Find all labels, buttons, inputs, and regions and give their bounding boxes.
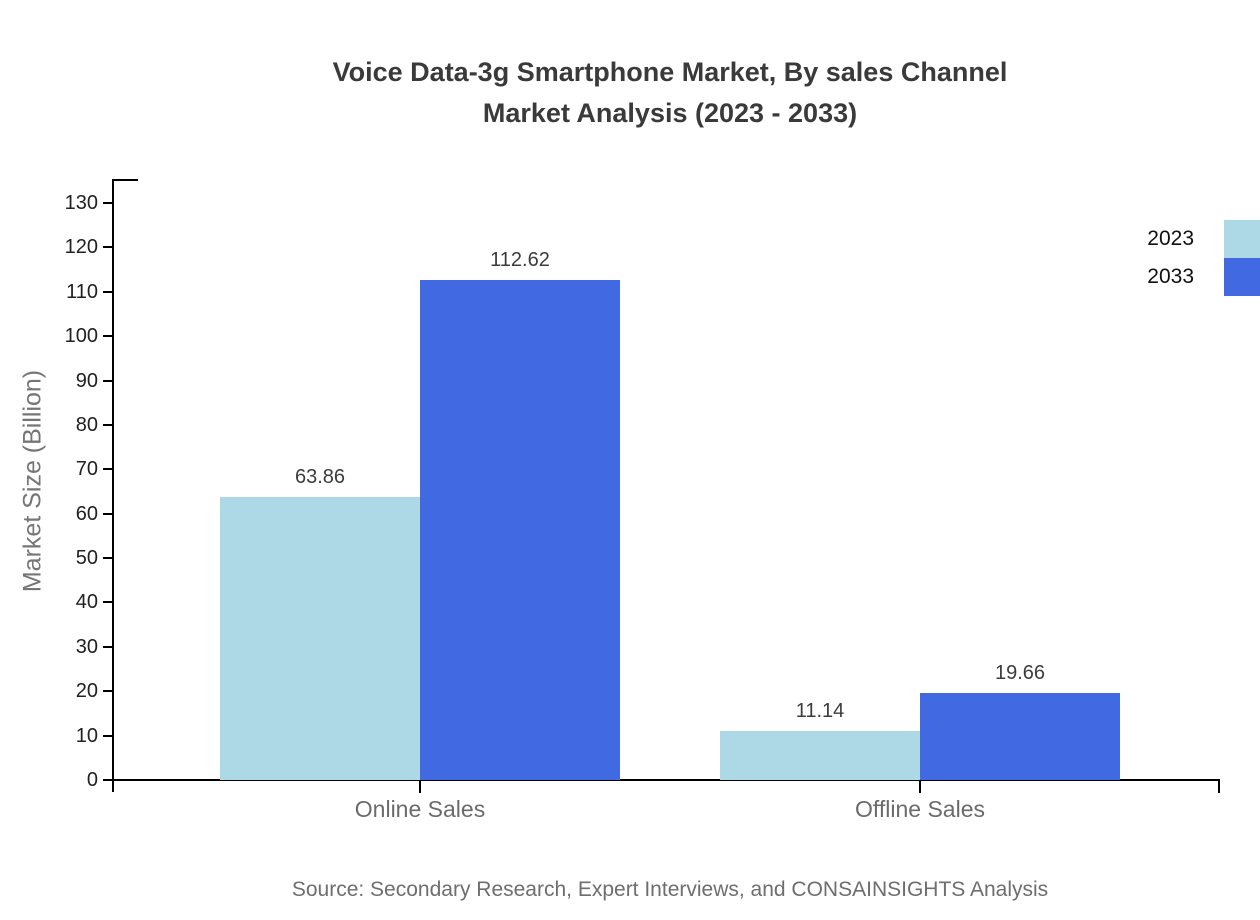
chart-title-line2: Market Analysis (2023 - 2033) xyxy=(482,98,858,128)
source-text: Source: Secondary Research, Expert Inter… xyxy=(291,878,1049,901)
y-tick-mark xyxy=(103,468,113,471)
y-tick-mark xyxy=(103,557,113,560)
bar-2023-offline-sales xyxy=(720,730,920,780)
y-tick-mark xyxy=(103,779,113,781)
x-axis-right-outer-tick xyxy=(1218,779,1220,793)
x-category-label: Online Sales xyxy=(354,796,486,822)
bar-value-label: 11.14 xyxy=(795,699,845,722)
y-axis-line xyxy=(112,180,114,792)
chart-title-line1: Voice Data-3g Smartphone Market, By sale… xyxy=(332,57,1008,87)
chart-title: Voice Data-3g Smartphone Market, By sale… xyxy=(80,52,1260,134)
y-tick-mark xyxy=(103,335,113,338)
y-tick-label: 100 xyxy=(64,325,98,348)
y-tick-mark xyxy=(103,246,113,249)
bar-value-label: 63.86 xyxy=(294,465,346,488)
x-tick-mark xyxy=(919,780,921,793)
y-tick-label: 30 xyxy=(75,635,98,658)
y-tick-mark xyxy=(103,512,113,515)
bar-value-label: 19.66 xyxy=(994,661,1046,684)
legend-swatch-2033 xyxy=(1224,258,1260,296)
legend-label: 2023 xyxy=(1147,227,1194,250)
y-tick-label: 40 xyxy=(75,591,98,614)
y-tick-mark xyxy=(103,601,113,604)
y-tick-mark xyxy=(103,423,113,426)
y-axis-top-outer-tick xyxy=(112,179,138,181)
y-tick-label: 10 xyxy=(75,724,98,747)
y-tick-mark xyxy=(103,201,113,204)
x-category-label: Offline Sales xyxy=(855,796,985,822)
y-tick-label: 60 xyxy=(75,502,98,525)
legend: 2023 2033 xyxy=(1147,220,1260,296)
y-tick-label: 70 xyxy=(75,458,98,481)
y-tick-mark xyxy=(103,645,113,648)
legend-item-2023: 2023 xyxy=(1147,220,1260,258)
legend-item-2033: 2033 xyxy=(1147,258,1260,296)
y-tick-label: 120 xyxy=(64,236,98,259)
y-tick-mark xyxy=(103,290,113,293)
bar-value-label: 112.62 xyxy=(490,249,550,272)
y-tick-label: 130 xyxy=(64,191,98,214)
y-tick-label: 90 xyxy=(75,369,98,392)
y-tick-label: 20 xyxy=(75,680,98,703)
y-tick-label: 50 xyxy=(75,547,98,570)
legend-label: 2033 xyxy=(1147,265,1194,288)
bar-2033-offline-sales xyxy=(920,692,1120,780)
y-tick-mark xyxy=(103,690,113,693)
y-tick-label: 0 xyxy=(86,769,98,791)
x-tick-mark xyxy=(419,780,421,793)
y-tick-mark xyxy=(103,734,113,737)
bar-2033-online-sales xyxy=(420,280,620,780)
y-tick-label: 110 xyxy=(66,280,98,303)
bar-2023-online-sales xyxy=(220,496,420,780)
y-tick-label: 80 xyxy=(75,413,98,436)
y-tick-mark xyxy=(103,379,113,382)
legend-swatch-2023 xyxy=(1224,220,1260,258)
x-axis-line xyxy=(112,779,1220,781)
